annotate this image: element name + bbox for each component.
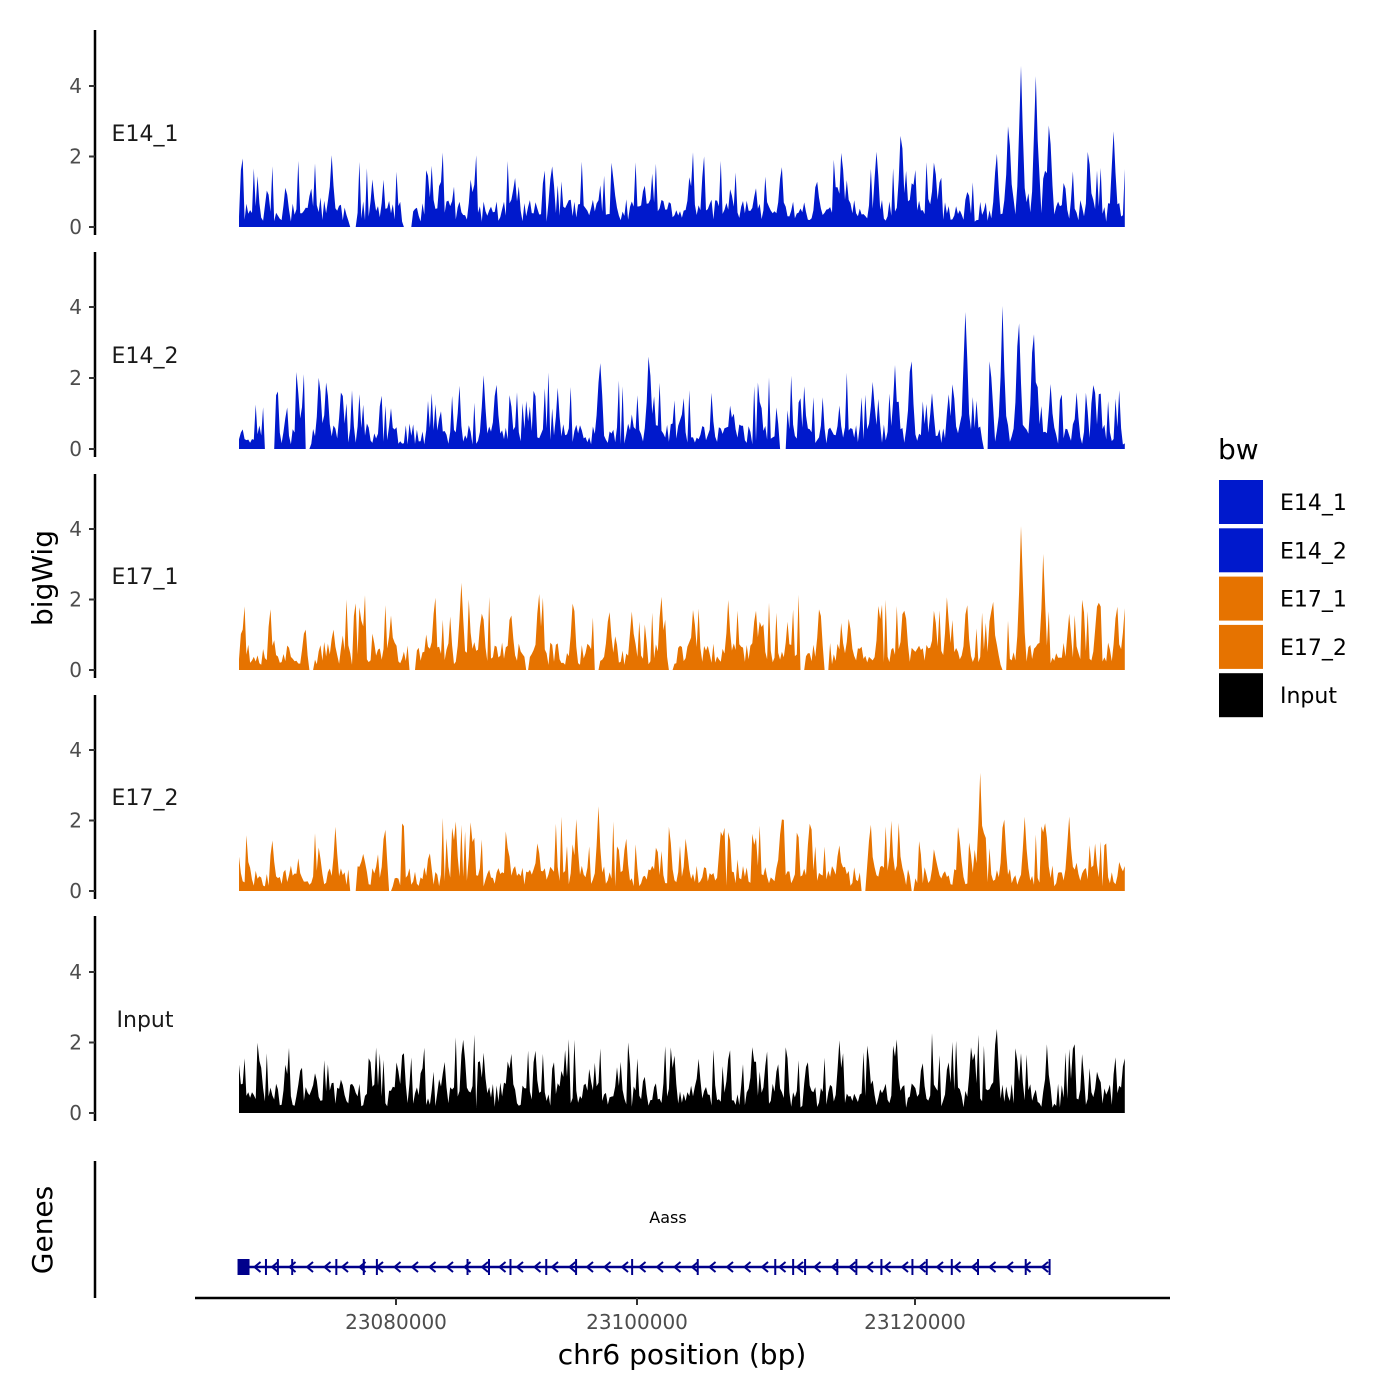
strand-arrow [672, 1261, 682, 1273]
strand-arrow [392, 1261, 402, 1273]
strand-arrow [532, 1261, 542, 1273]
strand-arrow [882, 1261, 892, 1273]
legend-swatch-E14_2 [1219, 528, 1263, 573]
strand-arrow [1040, 1261, 1049, 1273]
strand-arrow [935, 1261, 944, 1273]
track-E17_1: 0 2 4 E17_1 [69, 474, 1125, 682]
track-E14_2: 0 2 4 E14_2 [69, 252, 1125, 461]
track-label-E14_2: E14_2 [112, 344, 179, 369]
strand-arrow [987, 1261, 997, 1273]
signal-area-E14_2 [239, 305, 1125, 449]
signal-area-Input [239, 1029, 1125, 1113]
legend-title: bw [1218, 433, 1259, 466]
strand-arrow [602, 1261, 612, 1273]
strand-arrow [445, 1261, 454, 1273]
signal-tracks: 0 2 4 E14_1 0 2 4 E14_2 0 2 4 E17_1 0 2 4 E17_2 0 2 4 Input [69, 30, 1125, 1125]
strand-arrow [865, 1261, 874, 1273]
strand-arrow [655, 1261, 664, 1273]
strand-arrow [585, 1261, 594, 1273]
track-label-E17_2: E17_2 [112, 786, 179, 811]
legend: bw E14_1 E14_2 E17_1 E17_2 Input [1218, 433, 1347, 718]
strand-arrow [777, 1261, 787, 1273]
legend-label-Input: Input [1280, 684, 1337, 709]
y-tick-label: 0 [69, 215, 82, 239]
x-axis-title: chr6 position (bp) [558, 1338, 807, 1371]
x-tick-label: 23100000 [586, 1310, 688, 1334]
strand-arrow [952, 1261, 962, 1273]
y-tick-label: 0 [69, 658, 82, 682]
track-label-E14_1: E14_1 [112, 122, 179, 147]
strand-arrow [305, 1261, 314, 1273]
gene-first-exon [238, 1259, 250, 1275]
track-label-E17_1: E17_1 [112, 565, 179, 590]
strand-arrow [725, 1261, 734, 1273]
strand-arrow [900, 1261, 909, 1273]
strand-arrow [1022, 1261, 1032, 1273]
strand-arrow [497, 1261, 507, 1273]
strand-arrow [637, 1261, 647, 1273]
y-tick-label: 4 [69, 738, 82, 762]
strand-arrow [550, 1261, 559, 1273]
strand-arrow [707, 1261, 717, 1273]
strand-arrow [322, 1261, 332, 1273]
strand-arrow [480, 1261, 489, 1273]
strand-arrow [760, 1261, 769, 1273]
signal-area-E17_1 [239, 526, 1125, 670]
legend-swatch-E17_2 [1219, 624, 1263, 669]
strand-arrow [917, 1261, 927, 1273]
y-tick-label: 2 [69, 588, 82, 612]
y-tick-label: 2 [69, 366, 82, 390]
y-tick-label: 4 [69, 517, 82, 541]
y-axis-title: bigWig [26, 530, 59, 626]
x-tick-label: 23080000 [345, 1310, 447, 1334]
y-tick-label: 0 [69, 879, 82, 903]
strand-arrow [690, 1261, 699, 1273]
genes-track-title: Genes [26, 1186, 59, 1274]
strand-arrow [812, 1261, 822, 1273]
strand-arrow [620, 1261, 629, 1273]
y-tick-label: 0 [69, 437, 82, 461]
strand-arrow [970, 1261, 979, 1273]
strand-arrow [567, 1261, 577, 1273]
track-E14_1: 0 2 4 E14_1 [69, 30, 1125, 239]
y-tick-label: 2 [69, 145, 82, 169]
x-axis: 23080000 23100000 23120000 [195, 1296, 1170, 1334]
track-E17_2: 0 2 4 E17_2 [69, 695, 1125, 903]
strand-arrow [427, 1261, 437, 1273]
gene-label: Aass [649, 1208, 686, 1227]
signal-area-E14_1 [239, 65, 1125, 228]
strand-arrow [830, 1261, 839, 1273]
strand-arrow [340, 1261, 349, 1273]
legend-label-E17_1: E17_1 [1280, 588, 1347, 613]
strand-arrow [270, 1261, 279, 1273]
strand-arrow [252, 1261, 262, 1273]
legend-swatch-E14_1 [1219, 480, 1263, 524]
y-tick-label: 4 [69, 74, 82, 98]
y-tick-label: 2 [69, 1031, 82, 1055]
legend-label-E14_1: E14_1 [1280, 491, 1347, 516]
legend-label-E14_2: E14_2 [1280, 539, 1347, 564]
y-tick-label: 4 [69, 960, 82, 984]
track-label-Input: Input [117, 1008, 174, 1033]
strand-arrow [795, 1261, 804, 1273]
strand-arrow [287, 1261, 297, 1273]
strand-arrow [847, 1261, 857, 1273]
strand-arrow [742, 1261, 752, 1273]
x-tick-label: 23120000 [864, 1310, 966, 1334]
signal-area-E17_2 [239, 772, 1125, 891]
y-tick-label: 4 [69, 295, 82, 319]
track-Input: 0 2 4 Input [69, 916, 1125, 1125]
y-tick-label: 0 [69, 1101, 82, 1125]
y-tick-label: 2 [69, 809, 82, 833]
legend-swatch-Input [1219, 673, 1263, 718]
legend-label-E17_2: E17_2 [1280, 636, 1347, 661]
strand-arrow [515, 1261, 524, 1273]
genes-track: Aass [93, 1161, 1051, 1298]
legend-swatch-E17_1 [1219, 576, 1263, 621]
strand-arrow [410, 1261, 419, 1273]
strand-arrow [1005, 1261, 1014, 1273]
